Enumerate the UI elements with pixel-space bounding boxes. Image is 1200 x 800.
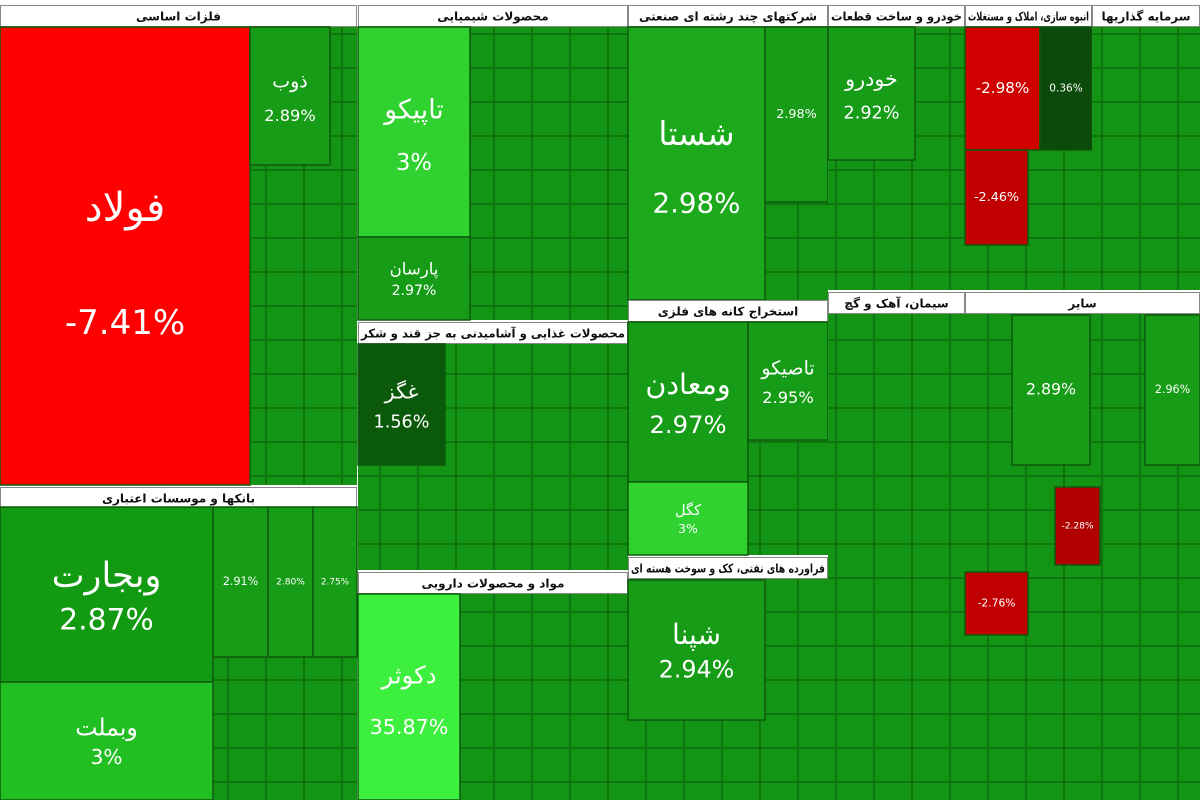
sector-title: انبوه سازی، املاک و مستغلات	[968, 10, 1089, 25]
sector-title: فراورده های نفتی، کک و سوخت هسته ای	[631, 562, 825, 577]
sector-title: محصولات غذایی و آشامیدنی به جز قند و شکر	[360, 326, 625, 342]
tile	[747, 321, 829, 441]
sector: محصولات غذایی و آشامیدنی به جز قند و شکر…	[357, 322, 628, 570]
sector-header	[358, 5, 628, 27]
tile-change: 2.97%	[649, 410, 726, 439]
tile-change: -7.41%	[65, 303, 185, 343]
sector-title: سرمایه گذاریها	[1101, 10, 1190, 24]
tile-change: 2.94%	[659, 656, 735, 684]
tile	[964, 149, 1029, 246]
tile-name: کگل	[675, 501, 701, 519]
tile	[627, 579, 766, 721]
sector-title: محصولات شیمیایی	[437, 10, 548, 25]
tile-change: -2.46%	[974, 190, 1019, 205]
tile-change: -2.76%	[978, 597, 1016, 610]
tile-name: وبجارت	[52, 556, 162, 596]
tile	[627, 481, 749, 556]
tile-change: 2.91%	[223, 575, 258, 588]
tile	[357, 236, 471, 321]
tile-change: 2.97%	[392, 283, 437, 299]
tile-change: -2.98%	[976, 79, 1030, 97]
tile-change: 2.89%	[1026, 380, 1076, 399]
tile	[357, 26, 471, 238]
sector-title: سیمان، آهک و گچ	[844, 296, 948, 312]
tile-name: تاپیکو	[382, 95, 444, 126]
sector-title: بانکها و موسسات اعتباری	[102, 492, 255, 507]
tile	[1039, 26, 1093, 151]
sector: سایر -2.28% -2.76% 2.89% 2.96%	[964, 292, 1200, 800]
sector-title: شرکتهای چند رشته ای صنعتی	[639, 10, 817, 24]
tile	[249, 26, 331, 166]
tile-change: 0.36%	[1049, 83, 1082, 95]
tile-change: 2.87%	[59, 602, 154, 637]
tile-change: 3%	[91, 745, 123, 769]
tile-change: 2.96%	[1155, 383, 1190, 396]
tile-name: غگز	[384, 379, 419, 403]
sector: محصولات شیمیایی تاپیکو 3% پارسان 2.97%	[357, 5, 628, 321]
tile-name: فولاد	[85, 185, 165, 231]
tile-change: 2.95%	[762, 388, 813, 407]
tile	[0, 681, 214, 800]
sector: استخراج کانه های فلزی ومعادن 2.97% تاصیکو 2.…	[627, 300, 829, 556]
sector: سیمان، آهک و گچ	[828, 292, 965, 462]
tile	[627, 321, 749, 483]
sector: شرکتهای چند رشته ای صنعتی شستا 2.98% 2.98%	[627, 5, 829, 301]
sector: سرمایه گذاریها	[1092, 5, 1200, 290]
tile	[627, 26, 766, 301]
sector-title: مواد و محصولات دارویی	[422, 577, 565, 592]
tile	[357, 343, 446, 466]
sector: خودرو و ساخت قطعات خودرو 2.92%	[827, 5, 965, 290]
tile-change: 3%	[396, 150, 432, 176]
sector-body	[828, 314, 965, 462]
tile-name: وبملت	[75, 714, 138, 742]
tile-change: 2.92%	[844, 103, 900, 123]
tile	[0, 26, 251, 486]
tile-name: شستا	[658, 115, 734, 153]
sector-header	[828, 292, 965, 314]
tile-name: شپنا	[672, 618, 721, 651]
sector-title: استخراج کانه های فلزی	[658, 305, 799, 319]
tile	[1054, 486, 1101, 566]
tile	[964, 571, 1029, 636]
tile-name: تاصیکو	[760, 358, 814, 380]
tile-name: دکوثر	[380, 660, 436, 689]
tile-change: 1.56%	[374, 413, 430, 433]
sector: فلزات اساسی فولاد -7.41% ذوب 2.89%	[0, 5, 357, 486]
tile	[764, 26, 829, 203]
tile	[827, 26, 916, 161]
tile-change: 2.98%	[652, 186, 740, 219]
sector-title: فلزات اساسی	[136, 10, 221, 24]
filler-region	[828, 462, 965, 800]
sector-body	[1092, 27, 1200, 290]
tile-change: 3%	[678, 521, 698, 536]
tile-change: 2.75%	[321, 578, 349, 588]
tile-change: 2.80%	[276, 578, 305, 588]
sector: انبوه سازی، املاک و مستغلات -2.98% -2.46% 0…	[964, 5, 1093, 290]
tile	[357, 593, 461, 800]
sector-title: سایر	[1067, 297, 1096, 311]
tile-change: 35.87%	[370, 715, 449, 739]
tile	[1144, 314, 1200, 466]
sector-title: خودرو و ساخت قطعات	[831, 10, 962, 25]
tile	[312, 506, 358, 658]
tile	[212, 506, 269, 658]
sector: مواد و محصولات دارویی دکوثر 35.87%	[357, 572, 628, 800]
tile-change: 2.98%	[776, 107, 817, 122]
tile	[1011, 314, 1091, 466]
tile-name: ومعادن	[645, 367, 730, 401]
sector-header	[628, 557, 828, 579]
tile-name: ذوب	[272, 71, 308, 93]
sector: بانکها و موسسات اعتباری وبجارت 2.87% وبملت 3…	[0, 487, 358, 800]
tile-change: -2.28%	[1061, 522, 1094, 532]
tile-name: پارسان	[390, 260, 439, 280]
tile-change: 2.89%	[264, 106, 315, 125]
sector: فراورده های نفتی، کک و سوخت هسته ای شپنا 2…	[627, 557, 828, 800]
tile-name: خودرو	[844, 67, 898, 91]
